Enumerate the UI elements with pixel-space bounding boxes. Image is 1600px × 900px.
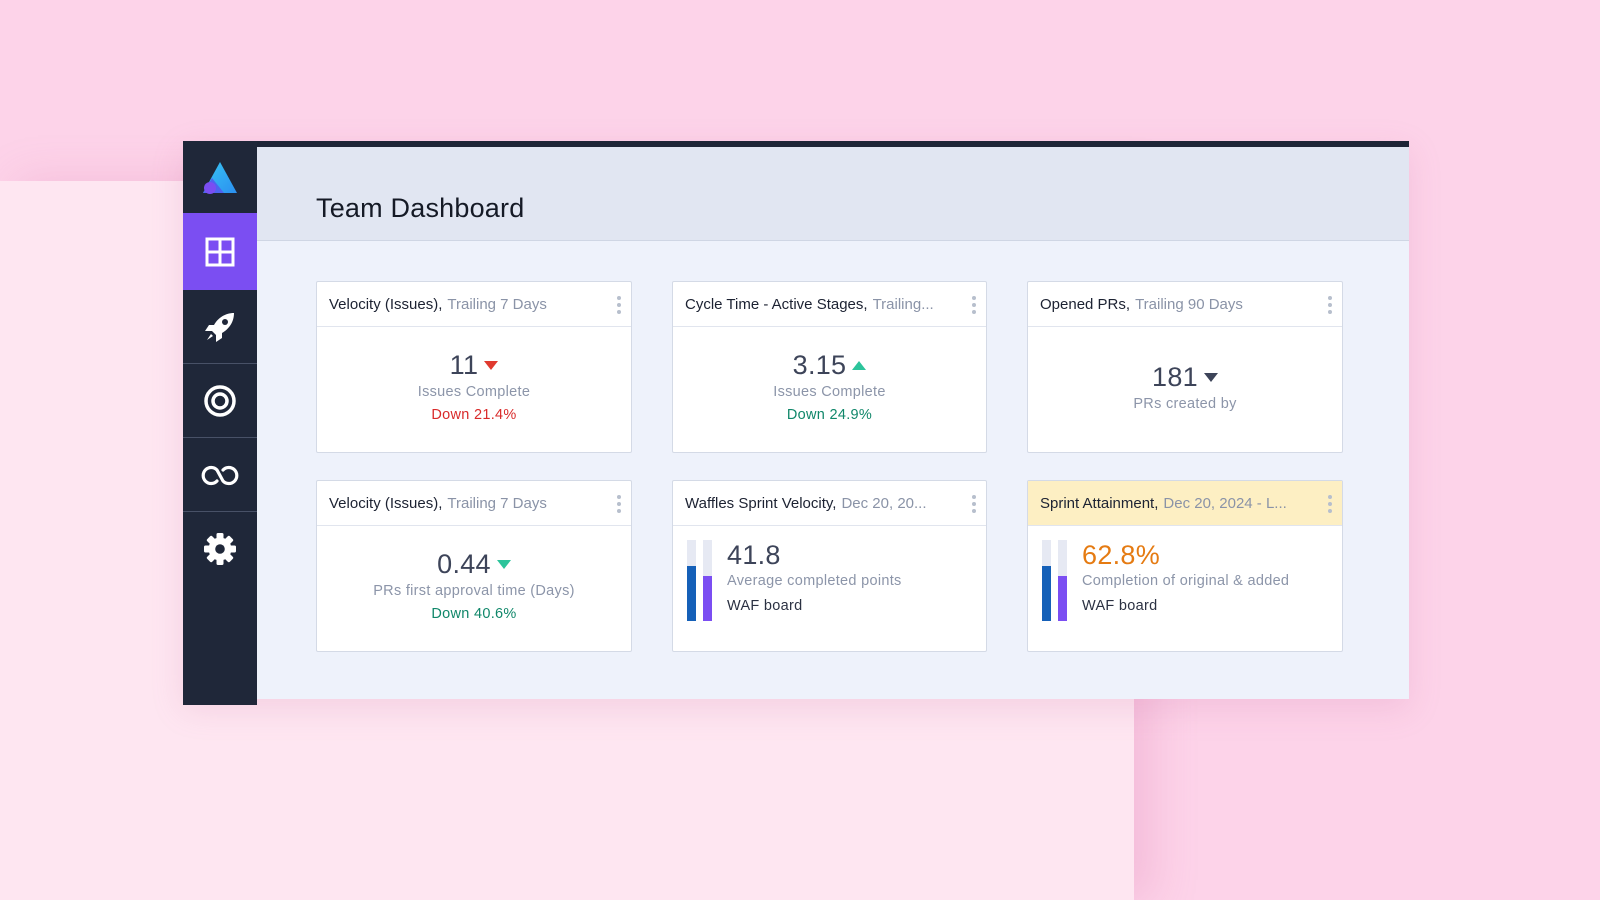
metric-value: 181: [1152, 362, 1198, 392]
metric-label: Average completed points: [727, 573, 902, 589]
metric-value-row: 181: [1152, 362, 1218, 393]
metric-label: PRs first approval time (Days): [373, 583, 575, 599]
card-menu-icon[interactable]: [616, 495, 622, 513]
card-body: 11 Issues Complete Down 21.4%: [317, 327, 631, 423]
card-menu-icon[interactable]: [616, 296, 622, 314]
card-header: Velocity (Issues), Trailing 7 Days: [317, 481, 631, 526]
mini-bar-chart: [687, 540, 712, 621]
card-body: 181 PRs created by: [1028, 327, 1342, 412]
card-header: Waffles Sprint Velocity, Dec 20, 20...: [673, 481, 986, 526]
card-subtitle: Dec 20, 20...: [841, 494, 927, 512]
metric-value: 11: [449, 350, 479, 380]
bar-track: [1042, 540, 1051, 621]
metric-card[interactable]: Cycle Time - Active Stages, Trailing... …: [672, 281, 987, 453]
app-window: Team Dashboard Velocity (Issues), Traili…: [183, 141, 1409, 705]
metric-text: 62.8% Completion of original & added WAF…: [1082, 540, 1289, 621]
metric-change: Down 21.4%: [431, 407, 517, 423]
app-logo-icon: [203, 162, 237, 194]
metric-value-row: 11: [450, 350, 499, 381]
card-title: Waffles Sprint Velocity,: [685, 494, 837, 512]
trend-down-icon: [496, 560, 511, 569]
metric-card[interactable]: Velocity (Issues), Trailing 7 Days 0.44 …: [316, 480, 632, 652]
card-title: Cycle Time - Active Stages,: [685, 295, 868, 313]
card-header: Opened PRs, Trailing 90 Days: [1028, 282, 1342, 327]
sidebar-item-dashboard[interactable]: [183, 213, 257, 290]
sidebar-item-deployments[interactable]: [183, 290, 257, 364]
bar-fill: [1058, 575, 1067, 621]
metric-value: 0.44: [437, 549, 491, 579]
board-name: WAF board: [727, 598, 803, 614]
card-title: Velocity (Issues),: [329, 494, 443, 512]
card-title: Opened PRs,: [1040, 295, 1131, 313]
metric-label: Issues Complete: [417, 384, 531, 400]
infinity-link-icon: [201, 465, 239, 485]
sidebar-item-integrations[interactable]: [183, 438, 257, 512]
card-menu-icon[interactable]: [971, 495, 977, 513]
gear-icon: [204, 533, 236, 565]
metric-label: PRs created by: [1133, 396, 1237, 412]
metric-change: Down 40.6%: [431, 606, 517, 622]
bar-track: [703, 540, 712, 621]
metric-label: Completion of original & added: [1082, 573, 1290, 589]
sidebar: [183, 141, 257, 705]
app-logo[interactable]: [183, 141, 257, 213]
card-title: Velocity (Issues),: [329, 295, 443, 313]
grid-icon: [205, 237, 235, 266]
card-subtitle: Trailing...: [872, 295, 934, 313]
trend-down-icon: [1203, 373, 1218, 382]
page-title: Team Dashboard: [316, 193, 525, 223]
card-subtitle: Dec 20, 2024 - L...: [1163, 494, 1287, 512]
metric-card[interactable]: Sprint Attainment, Dec 20, 2024 - L... 6…: [1027, 480, 1343, 652]
card-header: Sprint Attainment, Dec 20, 2024 - L...: [1028, 481, 1342, 526]
bar-fill: [703, 575, 712, 621]
mini-bar-chart: [1042, 540, 1067, 621]
card-body: 62.8% Completion of original & added WAF…: [1028, 526, 1342, 621]
metric-value: 41.8: [727, 540, 781, 570]
metric-card[interactable]: Opened PRs, Trailing 90 Days 181 PRs cre…: [1027, 281, 1343, 453]
trend-down-icon: [484, 361, 499, 370]
metric-value-row: 0.44: [437, 549, 511, 580]
metric-card[interactable]: Velocity (Issues), Trailing 7 Days 11 Is…: [316, 281, 632, 453]
metric-value: 62.8%: [1082, 540, 1161, 570]
page-header: Team Dashboard: [257, 147, 1409, 241]
card-body: 0.44 PRs first approval time (Days) Down…: [317, 526, 631, 622]
bar-track: [687, 540, 696, 621]
card-header: Cycle Time - Active Stages, Trailing...: [673, 282, 986, 327]
card-subtitle: Trailing 7 Days: [447, 494, 547, 512]
bar-track: [1058, 540, 1067, 621]
rocket-icon: [205, 312, 234, 342]
card-subtitle: Trailing 7 Days: [447, 295, 547, 313]
card-header: Velocity (Issues), Trailing 7 Days: [317, 282, 631, 327]
metric-change: Down 24.9%: [786, 407, 873, 423]
target-icon: [204, 384, 236, 417]
sidebar-item-goals[interactable]: [183, 364, 257, 438]
card-body: 3.15 Issues Complete Down 24.9%: [673, 327, 986, 423]
metric-label: Issues Complete: [773, 384, 886, 400]
bar-fill: [1042, 565, 1051, 621]
main-content: Team Dashboard Velocity (Issues), Traili…: [257, 147, 1409, 699]
bar-fill: [687, 565, 696, 621]
card-subtitle: Trailing 90 Days: [1135, 295, 1243, 313]
metric-value: 3.15: [792, 350, 847, 380]
card-menu-icon[interactable]: [1327, 296, 1333, 314]
card-title: Sprint Attainment,: [1040, 494, 1159, 512]
card-menu-icon[interactable]: [1327, 495, 1333, 513]
trend-up-icon: [852, 361, 867, 370]
card-menu-icon[interactable]: [971, 296, 977, 314]
sidebar-item-settings[interactable]: [183, 512, 257, 586]
metric-card[interactable]: Waffles Sprint Velocity, Dec 20, 20... 4…: [672, 480, 987, 652]
card-body: 41.8 Average completed points WAF board: [673, 526, 986, 621]
metric-value-row: 3.15: [793, 350, 867, 381]
metric-text: 41.8 Average completed points WAF board: [727, 540, 902, 621]
board-name: WAF board: [1082, 598, 1158, 614]
